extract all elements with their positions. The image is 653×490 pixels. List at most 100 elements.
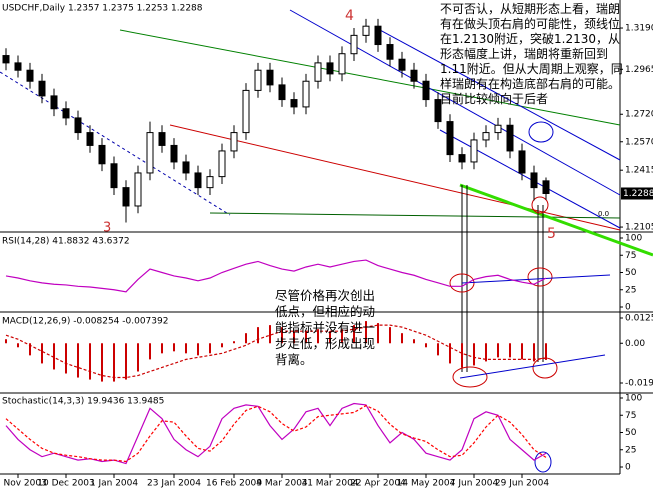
macd-bar (17, 343, 19, 348)
x-tick-label: 29 Jun 2004 (495, 479, 549, 489)
candle-body (470, 139, 478, 163)
candle-body (170, 144, 178, 163)
macd-bar (533, 343, 535, 362)
macd-bar (233, 341, 235, 344)
candle-body (254, 69, 262, 91)
drawings (0, 9, 653, 473)
y-tick-label: 0 (625, 303, 631, 313)
x-tick-label: 1 Jan 2004 (90, 479, 138, 489)
highlight-circle (534, 451, 552, 473)
wave-label: 4 (345, 8, 354, 24)
macd-bar (413, 339, 415, 344)
indicator-line (5, 404, 547, 463)
y-tick-label: 1.2105 (625, 223, 653, 233)
macd-bar (365, 321, 367, 344)
x-tick-label: 16 Feb 2004 (206, 479, 262, 489)
y-tick-label: 50 (625, 268, 637, 278)
annotation-text: 尽管价格再次创出低点，但相应的动能指标并没有进一步走低，形成出现背离。 (275, 288, 376, 367)
macd-bar (53, 343, 55, 370)
candle-body (542, 180, 550, 194)
candle-body (290, 99, 298, 108)
wave-label: 3 (103, 221, 111, 236)
highlight-circle (452, 366, 488, 388)
level-label: 0.0 (598, 210, 609, 218)
panel-title: USDCHF,Daily 1.2357 1.2375 1.2253 1.2288 (2, 4, 203, 14)
macd-bar (173, 343, 175, 352)
macd-bar (329, 331, 331, 344)
macd-bar (401, 333, 403, 344)
indicator-line (5, 259, 547, 293)
y-tick-label: 0.00 (625, 339, 645, 349)
highlight-circle (528, 121, 554, 143)
macd-bar (281, 327, 283, 344)
highlight-circle (531, 196, 549, 214)
channel-line (379, 29, 621, 161)
candle-body (302, 80, 310, 108)
y-tick-label: 1.2415 (625, 166, 653, 176)
y-tick-label: 75 (625, 411, 636, 421)
candle-body (2, 55, 10, 64)
panel-title: MACD(12,26,9) -0.008254 -0.007392 (2, 317, 168, 327)
indicator-line (5, 402, 547, 465)
last-price-box (621, 187, 653, 200)
macd-bar (353, 325, 355, 344)
annotation-text: 不可否认，从短期形态上看，瑞朗有在做头顶右肩的可能性，颈线位在1.2130附近，… (440, 2, 623, 106)
candle-body (74, 117, 82, 134)
x-tick-label: 9 Mar 2004 (256, 479, 308, 489)
candle-body (230, 132, 238, 152)
trend-line (459, 183, 653, 257)
y-tick-label: 1.2570 (625, 137, 653, 147)
candle-body (482, 132, 490, 141)
trend-line (119, 29, 621, 126)
macd-bar (221, 343, 223, 348)
macd-bar (293, 331, 295, 344)
y-tick-label: 0 (625, 463, 631, 473)
candle-body (122, 187, 130, 207)
candle-body (398, 58, 406, 71)
y-tick-label: 1.2720 (625, 110, 653, 120)
macd-bar (485, 343, 487, 362)
candle-body (350, 34, 358, 55)
macd-bar (269, 325, 271, 344)
trend-line (0, 71, 231, 216)
y-tick-label: 50 (625, 428, 637, 438)
candle-body (206, 176, 214, 189)
candle-body (314, 62, 322, 82)
candle-body (446, 121, 454, 156)
panel-title: Stochastic(14,3,3) 19.9436 13.9485 (2, 397, 164, 407)
y-tick-label: 0.01253 (625, 314, 653, 324)
candle-body (110, 163, 118, 189)
divergence-line (459, 354, 606, 379)
macd-bar (497, 343, 499, 358)
candle-body (98, 144, 106, 165)
macd-bar (197, 343, 199, 356)
candle-body (14, 62, 22, 71)
macd-bar (89, 343, 91, 380)
candle-body (386, 44, 394, 60)
macd-bar (317, 329, 319, 344)
candle-body (218, 150, 226, 178)
candle-body (266, 69, 274, 86)
candle-body (494, 124, 502, 134)
macd-bar (65, 343, 67, 374)
x-tick-label: 18 Nov 2003 (0, 479, 47, 489)
macd-bar (449, 343, 451, 364)
macd-bar (77, 343, 79, 378)
macd-bar (209, 343, 211, 354)
candle-body (38, 80, 46, 97)
macd-bar (437, 343, 439, 356)
y-tick-label: 25 (625, 285, 636, 295)
macd-bar (113, 343, 115, 382)
candle-body (326, 62, 334, 75)
candle-body (50, 95, 58, 110)
x-tick-label: 31 Mar 2004 (301, 479, 358, 489)
trend-line (169, 124, 621, 231)
macd-bar (341, 329, 343, 344)
candle-body (410, 69, 418, 82)
highlight-circle (449, 273, 475, 293)
x-tick-label: 10 Dec 2003 (37, 479, 95, 489)
candle-body (134, 172, 142, 207)
candle-body (146, 132, 154, 174)
